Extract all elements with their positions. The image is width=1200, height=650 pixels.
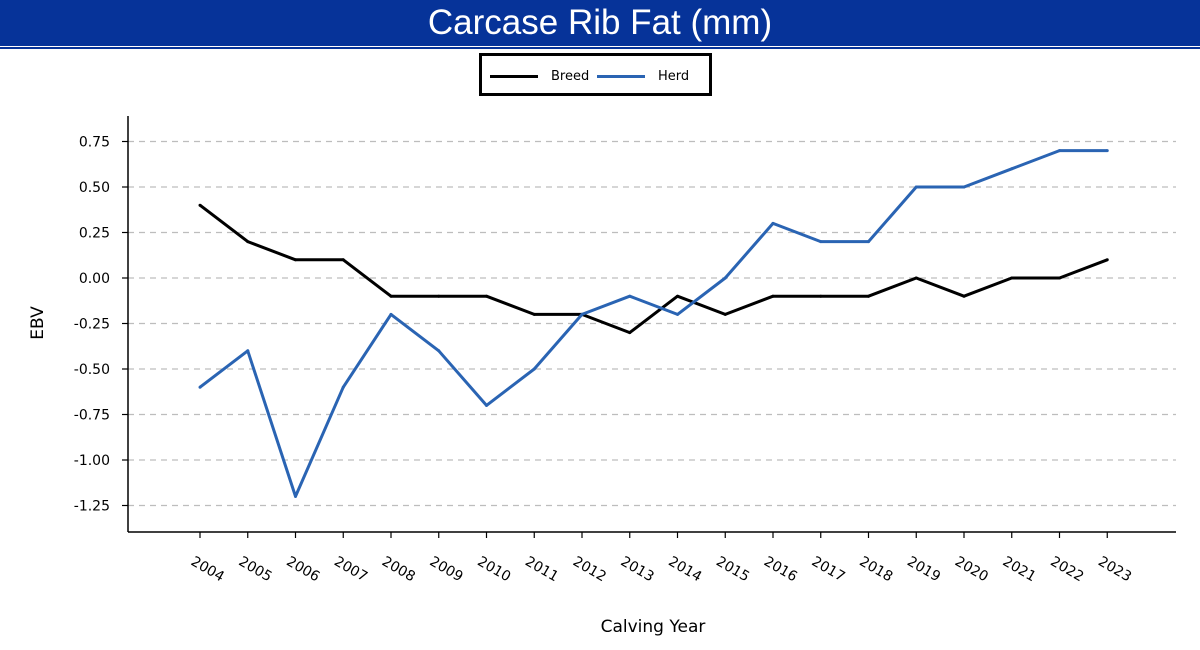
x-tick-label: 2006 xyxy=(284,554,323,586)
data-point-breed xyxy=(485,294,488,298)
data-point-breed xyxy=(771,294,775,298)
x-tick-label: 2007 xyxy=(331,554,370,586)
y-tick-label: 0.75 xyxy=(79,135,110,151)
data-point-breed xyxy=(1010,276,1014,280)
chart-title: Carcase Rib Fat (mm) xyxy=(427,3,773,42)
y-tick-label: 0.50 xyxy=(79,180,110,196)
data-point-herd xyxy=(914,185,918,189)
y-tick-label: -0.50 xyxy=(74,362,110,378)
x-tick-label: 2020 xyxy=(952,554,991,586)
y-tick-label: 0.00 xyxy=(79,271,110,287)
data-point-breed xyxy=(628,331,632,335)
y-axis-label: EBV xyxy=(28,306,48,340)
data-point-herd xyxy=(723,276,727,280)
data-point-breed xyxy=(819,294,823,298)
legend-label-breed: Breed xyxy=(551,69,590,84)
data-point-breed xyxy=(676,294,679,298)
data-point-herd xyxy=(771,221,775,225)
legend: Breed Herd xyxy=(479,53,712,96)
data-point-breed xyxy=(867,294,870,298)
x-tick-label: 2011 xyxy=(522,554,561,586)
data-point-herd xyxy=(867,240,870,244)
x-axis-ticks: 2004 2005 2006 2007 2008 2009 2010 2011 2012 2013… xyxy=(188,532,1134,585)
x-tick-label: 2021 xyxy=(1000,554,1039,586)
x-tick-label: 2015 xyxy=(713,554,752,586)
data-point-herd xyxy=(389,312,393,316)
legend-swatch-breed xyxy=(490,75,538,78)
y-axis-ticks: 0.75 0.50 0.25 0.00 -0.25 -0.50 -0.75 -1.00 -1.2… xyxy=(74,135,128,515)
y-tick-label: -1.00 xyxy=(74,453,110,469)
data-point-herd xyxy=(532,367,536,371)
data-point-herd xyxy=(437,349,441,353)
data-point-herd xyxy=(246,349,250,353)
series-line-herd xyxy=(199,149,1108,498)
legend-label-herd: Herd xyxy=(658,69,690,84)
data-point-herd xyxy=(294,494,297,498)
x-tick-label: 2012 xyxy=(570,554,609,586)
data-point-breed xyxy=(198,203,202,207)
x-tick-label: 2023 xyxy=(1095,554,1134,586)
legend-swatch-herd xyxy=(597,75,645,78)
data-point-herd xyxy=(1058,149,1061,153)
data-point-herd xyxy=(1010,167,1014,171)
x-tick-label: 2016 xyxy=(761,554,800,586)
data-point-breed xyxy=(914,276,918,280)
chart-title-bar: Carcase Rib Fat (mm) xyxy=(0,0,1200,46)
data-point-breed xyxy=(246,240,250,244)
x-axis-label: Calving Year xyxy=(601,617,706,637)
x-tick-label: 2005 xyxy=(236,554,275,586)
data-point-breed xyxy=(1105,258,1109,262)
data-point-herd xyxy=(198,385,202,389)
x-tick-label: 2009 xyxy=(427,554,466,586)
data-point-breed xyxy=(962,294,966,298)
y-tick-label: -0.75 xyxy=(74,408,110,424)
gridlines xyxy=(128,140,1176,507)
y-tick-label: 0.25 xyxy=(79,226,110,242)
x-tick-label: 2022 xyxy=(1048,554,1087,586)
data-point-herd xyxy=(819,240,823,244)
x-tick-label: 2019 xyxy=(904,554,943,586)
data-point-herd xyxy=(485,403,488,407)
data-point-herd xyxy=(676,312,679,316)
data-point-breed xyxy=(437,294,441,298)
x-tick-label: 2013 xyxy=(618,554,657,586)
data-point-breed xyxy=(723,312,727,316)
title-rule xyxy=(0,47,1200,49)
y-tick-label: -0.25 xyxy=(74,317,110,333)
series-lines xyxy=(198,149,1109,498)
data-point-herd xyxy=(962,185,966,189)
x-tick-label: 2010 xyxy=(475,554,514,586)
y-tick-label: -1.25 xyxy=(74,499,110,515)
data-point-breed xyxy=(294,258,297,262)
data-point-herd xyxy=(580,312,584,316)
x-tick-label: 2014 xyxy=(666,554,705,586)
data-point-breed xyxy=(1058,276,1061,280)
data-point-breed xyxy=(389,294,393,298)
series-line-breed xyxy=(199,204,1108,335)
x-tick-label: 2017 xyxy=(809,554,848,586)
x-tick-label: 2018 xyxy=(857,554,896,586)
x-tick-label: 2004 xyxy=(188,554,227,586)
data-point-herd xyxy=(1105,149,1109,153)
data-point-breed xyxy=(341,258,345,262)
x-tick-label: 2008 xyxy=(379,554,418,586)
data-point-herd xyxy=(341,385,345,389)
data-point-breed xyxy=(532,312,536,316)
data-point-herd xyxy=(628,294,632,298)
